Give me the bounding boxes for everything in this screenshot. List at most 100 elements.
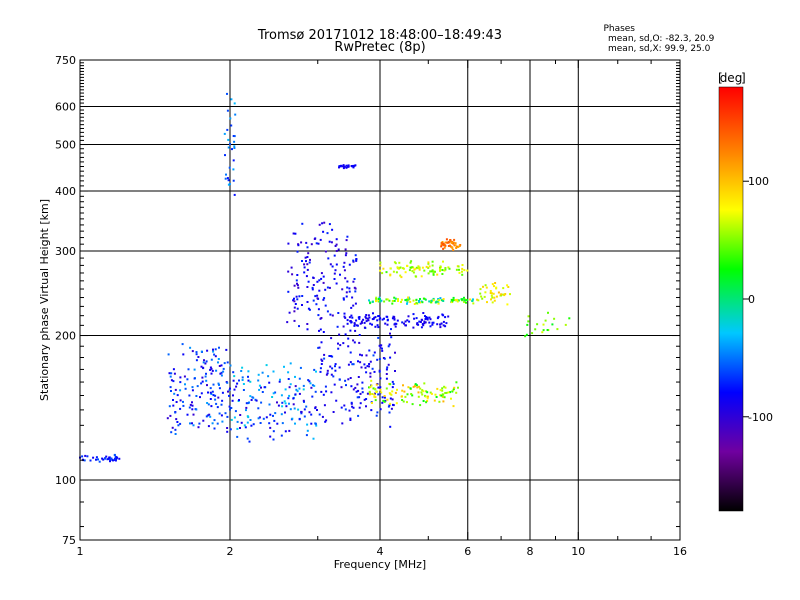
scatter-point (404, 271, 407, 274)
scatter-point (202, 366, 205, 369)
scatter-point (355, 319, 358, 322)
scatter-point (380, 344, 383, 347)
scatter-point (216, 406, 219, 409)
scatter-point (386, 366, 389, 369)
scatter-point (179, 376, 182, 379)
scatter-point (288, 394, 291, 397)
scatter-point (342, 325, 345, 328)
scatter-point (419, 321, 422, 323)
colorbar-tick-label: 100 (748, 175, 769, 188)
scatter-point (351, 296, 354, 299)
scatter-point (179, 407, 182, 410)
y-tick-label: 75 (62, 534, 76, 547)
scatter-point (202, 419, 205, 422)
scatter-point (261, 391, 264, 393)
scatter-point (439, 297, 442, 300)
scatter-point (314, 422, 317, 425)
scatter-point (369, 301, 372, 304)
scatter-point (189, 346, 192, 349)
scatter-point (315, 242, 318, 245)
scatter-point (247, 402, 250, 405)
scatter-point (497, 291, 500, 294)
scatter-point (247, 370, 250, 373)
scatter-point (260, 386, 262, 389)
scatter-point (412, 326, 415, 329)
scatter-point (298, 392, 301, 395)
scatter-point (442, 400, 445, 403)
scatter-point (325, 419, 328, 422)
scatter-point (328, 286, 331, 289)
scatter-point (234, 113, 237, 116)
scatter-point (379, 408, 382, 411)
scatter-point (209, 415, 212, 418)
scatter-point (305, 241, 308, 244)
scatter-point (118, 457, 121, 460)
scatter-point (323, 353, 326, 356)
scatter-point (352, 388, 355, 391)
scatter-point (364, 315, 367, 318)
scatter-point (374, 396, 377, 399)
scatter-point (323, 357, 326, 360)
scatter-point (404, 395, 407, 398)
scatter-point (363, 398, 366, 401)
scatter-point (215, 369, 218, 372)
scatter-point (280, 413, 283, 416)
scatter-point (503, 294, 506, 297)
scatter-point (303, 263, 306, 266)
scatter-point (389, 332, 391, 335)
scatter-point (415, 298, 418, 301)
scatter-point (461, 273, 464, 276)
scatter-point (347, 337, 350, 340)
scatter-point (349, 351, 352, 354)
scatter-point (421, 393, 424, 396)
scatter-point (387, 345, 390, 348)
scatter-point (420, 391, 423, 394)
scatter-point (192, 424, 195, 427)
scatter-point (307, 280, 310, 283)
scatter-point (368, 363, 371, 365)
scatter-point (295, 388, 298, 391)
scatter-point (401, 267, 404, 270)
scatter-point (293, 306, 296, 309)
scatter-point (402, 400, 405, 403)
scatter-point (451, 390, 454, 393)
scatter-point (447, 245, 450, 247)
scatter-point (413, 268, 416, 271)
scatter-point (371, 393, 374, 395)
scatter-point (426, 397, 429, 400)
scatter-point (240, 421, 243, 424)
scatter-point (345, 252, 348, 255)
scatter-point (116, 456, 119, 459)
scatter-point (225, 173, 227, 176)
scatter-point (182, 400, 184, 403)
scatter-point (383, 300, 386, 303)
chart-subtitle: RwPretec (8p) (334, 40, 426, 55)
scatter-point (335, 238, 338, 241)
scatter-point (272, 414, 274, 417)
scatter-point (369, 360, 372, 363)
scatter-point (287, 242, 290, 245)
scatter-point (229, 408, 231, 411)
scatter-point (340, 386, 343, 389)
scatter-point (242, 389, 245, 391)
scatter-point (320, 272, 323, 275)
scatter-point (381, 396, 384, 399)
scatter-point (492, 292, 495, 295)
scatter-point (316, 280, 319, 283)
scatter-point (224, 412, 227, 415)
scatter-point (283, 365, 285, 368)
scatter-point (373, 393, 376, 396)
scatter-point (296, 282, 298, 285)
scatter-point (189, 403, 192, 406)
scatter-point (220, 364, 223, 367)
scatter-point (269, 435, 272, 438)
scatter-point (222, 370, 225, 373)
scatter-point (382, 399, 385, 402)
scatter-point (414, 275, 417, 278)
scatter-point (463, 299, 466, 302)
scatter-point (204, 375, 207, 378)
scatter-point (289, 408, 292, 411)
scatter-point (439, 269, 441, 272)
scatter-point (449, 244, 451, 247)
scatter-point (294, 385, 297, 388)
